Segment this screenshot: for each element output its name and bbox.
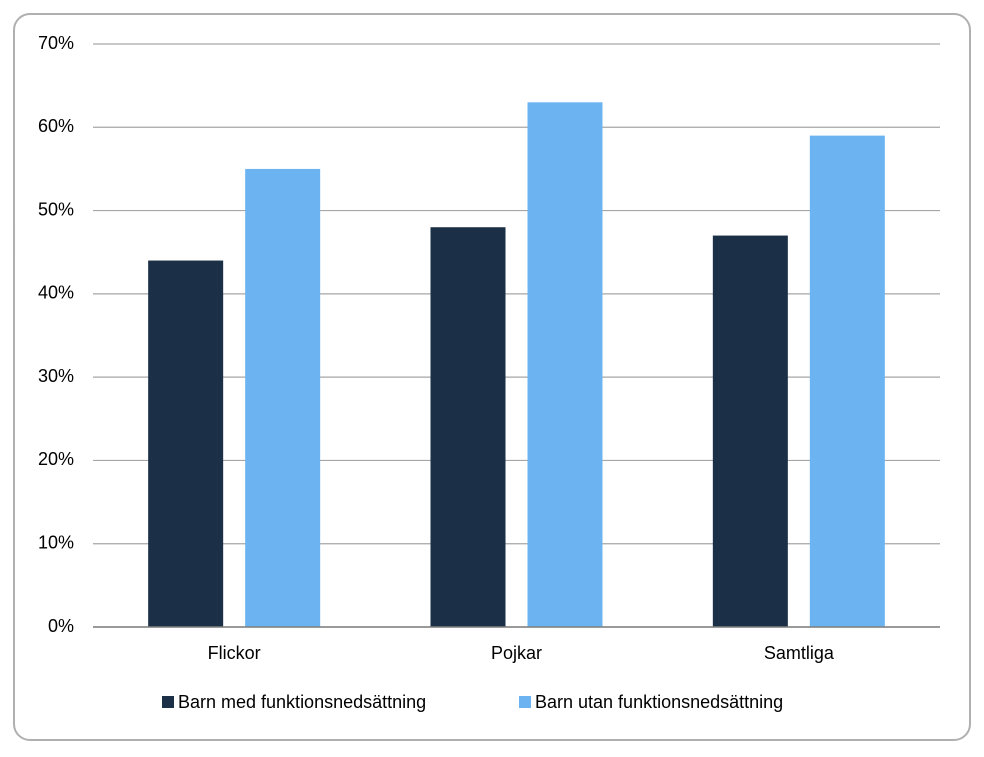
bar	[148, 260, 224, 627]
bar	[527, 102, 603, 628]
y-tick-label: 40%	[38, 283, 74, 303]
x-tick-label: Samtliga	[764, 643, 835, 663]
legend-swatch	[519, 696, 531, 708]
y-tick-label: 60%	[38, 116, 74, 136]
x-tick-label: Flickor	[208, 643, 261, 663]
y-tick-label: 50%	[38, 199, 74, 219]
bar	[809, 135, 885, 627]
legend-swatch	[162, 696, 174, 708]
bar	[430, 227, 506, 627]
bar	[245, 168, 321, 627]
y-tick-label: 30%	[38, 366, 74, 386]
legend-label: Barn med funktionsnedsättning	[178, 692, 426, 712]
y-tick-label: 0%	[48, 616, 74, 636]
legend-label: Barn utan funktionsnedsättning	[535, 692, 783, 712]
y-tick-label: 10%	[38, 532, 74, 552]
x-tick-label: Pojkar	[491, 643, 542, 663]
y-tick-label: 20%	[38, 449, 74, 469]
y-tick-label: 70%	[38, 33, 74, 53]
bar	[712, 235, 788, 628]
